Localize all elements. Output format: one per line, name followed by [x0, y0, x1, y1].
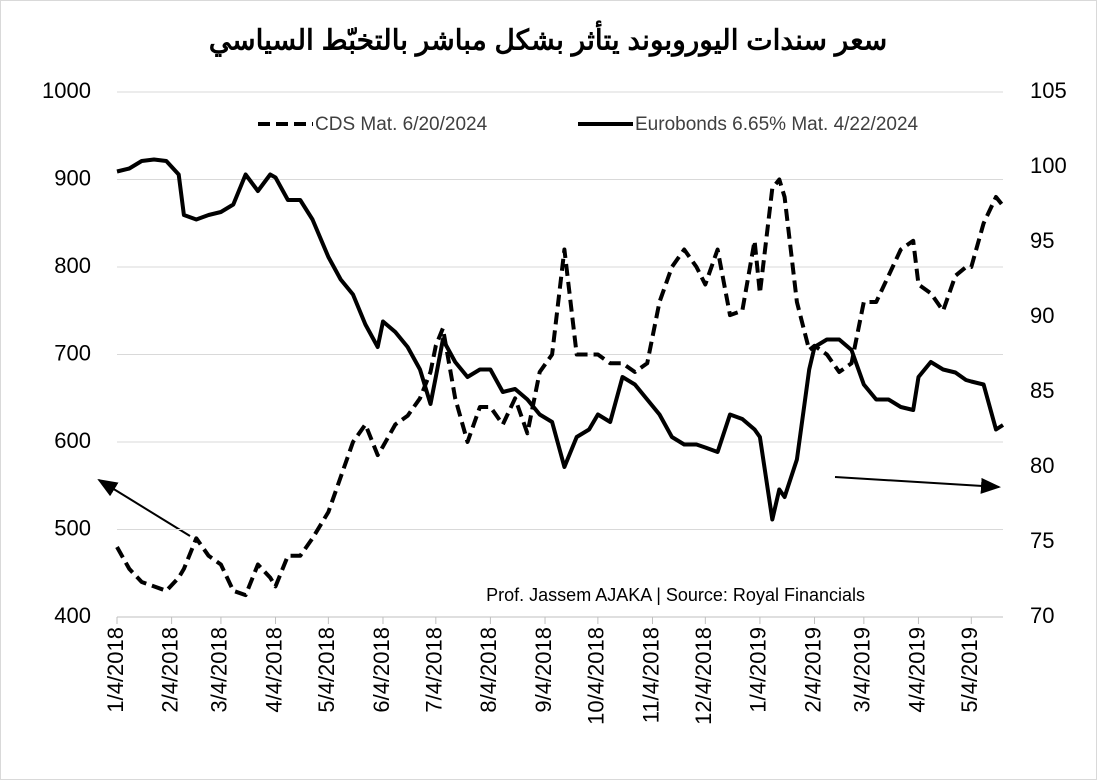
series-line: [116, 157, 1005, 522]
y-tick-label: 600: [54, 428, 91, 453]
y2-tick-label: 85: [1030, 378, 1054, 403]
y2-tick-label: 75: [1030, 528, 1054, 553]
series-line: [115, 177, 1005, 598]
legend-label: Eurobonds 6.65% Mat. 4/22/2024: [635, 114, 919, 135]
y2-tick-label: 105: [1030, 78, 1067, 103]
y-tick-label: 400: [54, 603, 91, 628]
y-tick-label: 700: [54, 340, 91, 365]
y2-tick-label: 90: [1030, 303, 1054, 328]
x-tick-label: 3/4/2019: [850, 627, 875, 713]
x-tick-label: 1/4/2018: [103, 627, 128, 713]
x-tick-label: 4/4/2018: [261, 627, 286, 713]
x-tick-label: 12/4/2018: [691, 627, 716, 725]
x-tick-label: 7/4/2018: [422, 627, 447, 713]
x-tick-label: 1/4/2019: [746, 627, 771, 713]
y-tick-label: 1000: [42, 78, 91, 103]
y2-tick-label: 100: [1030, 153, 1067, 178]
arrow: [834, 476, 1001, 494]
x-tick-label: 6/4/2018: [369, 627, 394, 713]
annotation: Prof. Jassem AJAKA | Source: Royal Finan…: [486, 585, 865, 605]
x-tick-label: 4/4/2019: [904, 627, 929, 713]
x-tick-label: 5/4/2018: [314, 627, 339, 713]
x-tick-label: 5/4/2019: [957, 627, 982, 713]
y-tick-label: 900: [54, 165, 91, 190]
x-tick-label: 11/4/2018: [638, 627, 663, 723]
y2-tick-label: 80: [1030, 453, 1054, 478]
legend-label: CDS Mat. 6/20/2024: [315, 114, 488, 135]
x-tick-label: 2/4/2019: [800, 627, 825, 713]
y-tick-label: 500: [54, 515, 91, 540]
x-tick-label: 9/4/2018: [531, 627, 556, 713]
x-tick-label: 3/4/2018: [207, 627, 232, 713]
x-tick-label: 10/4/2018: [584, 627, 609, 725]
x-tick-label: 8/4/2018: [476, 627, 501, 713]
chart-title: سعر سندات اليوروبوند يتأثر بشكل مباشر با…: [209, 20, 887, 57]
y-tick-label: 800: [54, 253, 91, 278]
x-tick-label: 2/4/2018: [157, 627, 182, 713]
arrow: [97, 478, 191, 537]
y2-tick-label: 95: [1030, 228, 1054, 253]
y2-tick-label: 70: [1030, 603, 1054, 628]
